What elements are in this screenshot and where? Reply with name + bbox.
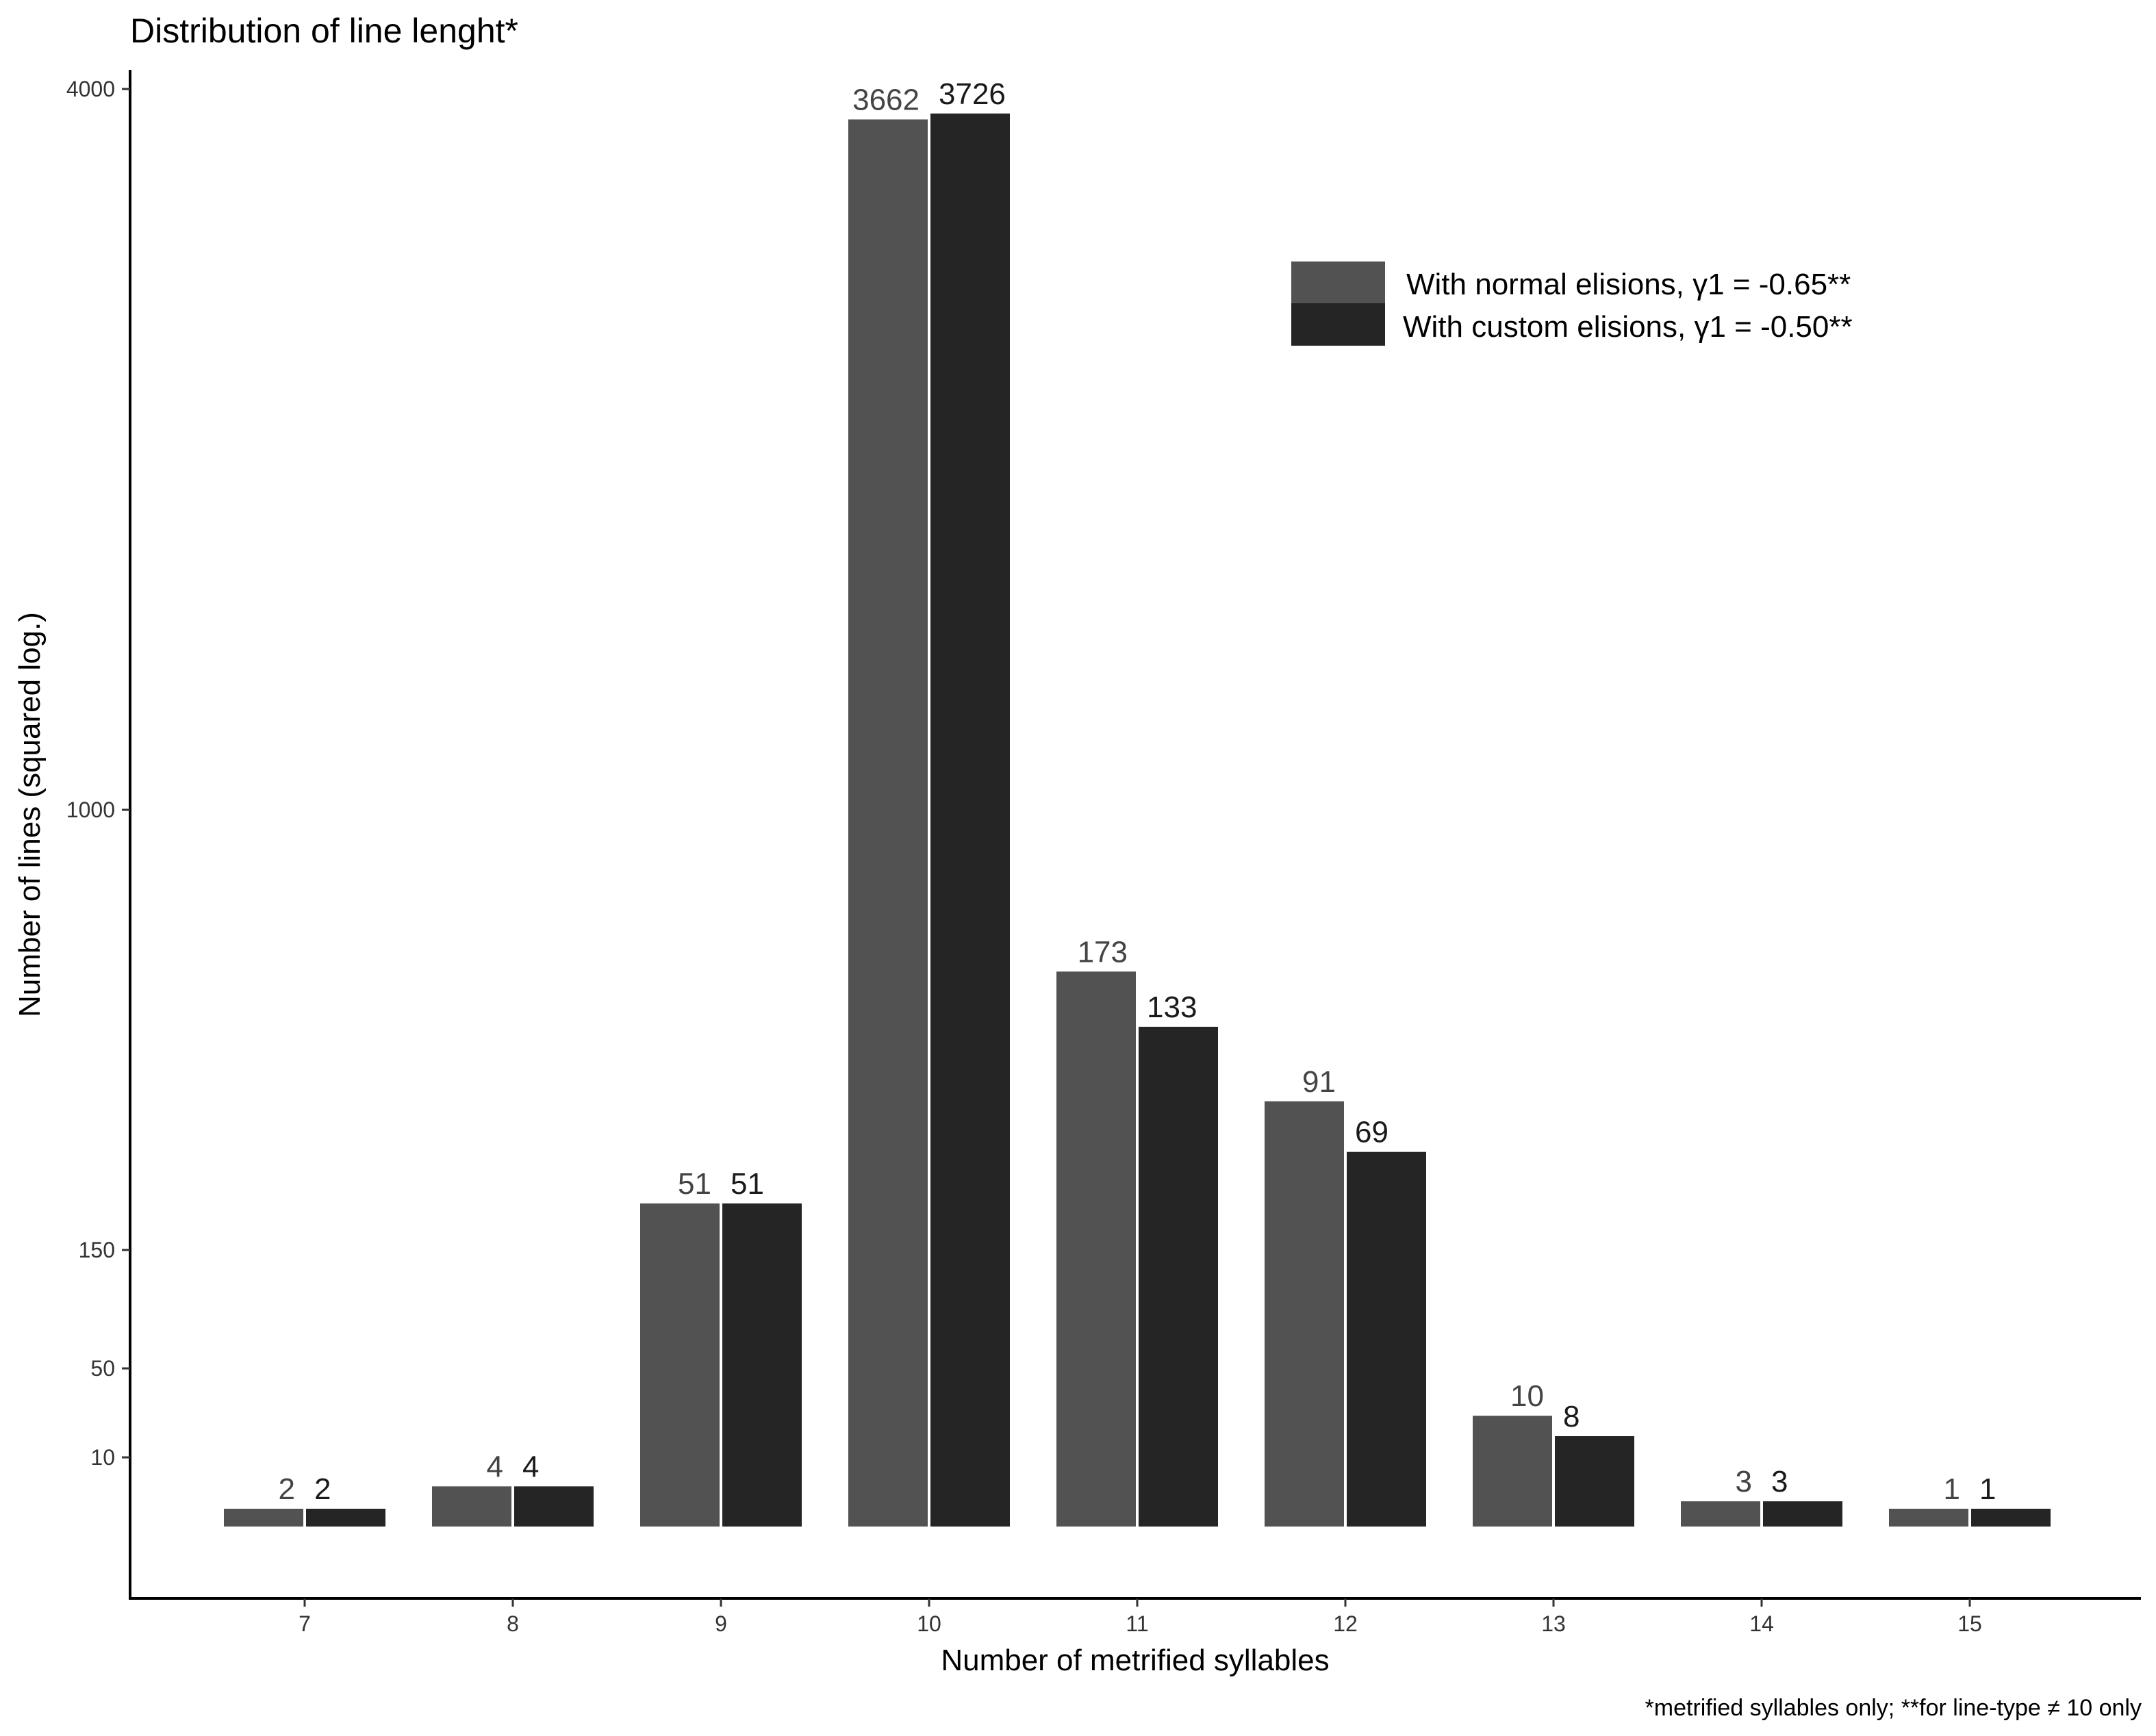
- x-tick-label-13: 13: [1541, 1611, 1566, 1636]
- y-ticks: 10 50 150 1000 4000: [66, 77, 130, 1470]
- bar-label-custom-7: 2: [314, 1472, 331, 1506]
- bar-label-custom-12: 69: [1355, 1116, 1388, 1149]
- bar-custom-14: [1763, 1501, 1842, 1527]
- bar-label-normal-14: 3: [1736, 1465, 1752, 1498]
- bar-normal-15: [1889, 1509, 1968, 1527]
- bar-label-custom-9: 51: [731, 1167, 764, 1201]
- bar-label-normal-12: 91: [1302, 1065, 1336, 1099]
- bar-normal-11: [1056, 971, 1136, 1527]
- bar-normal-10: [848, 119, 928, 1527]
- bar-custom-9: [722, 1203, 802, 1527]
- y-axis-title: Number of lines (squared log.): [13, 612, 47, 1017]
- chart-title: Distribution of line lenght*: [130, 12, 518, 50]
- y-tick-label-150: 150: [79, 1238, 115, 1262]
- bar-normal-12: [1265, 1101, 1344, 1527]
- y-axis-title-group: Number of lines (squared log.): [13, 612, 47, 1017]
- bar-label-normal-8: 4: [487, 1450, 503, 1483]
- bar-custom-11: [1139, 1026, 1218, 1527]
- x-tick-label-9: 9: [715, 1611, 727, 1636]
- y-tick-label-4000: 4000: [66, 77, 115, 101]
- bar-custom-15: [1971, 1509, 2051, 1527]
- bars: [224, 113, 2051, 1527]
- bar-label-normal-9: 51: [678, 1167, 711, 1201]
- x-tick-label-7: 7: [299, 1611, 311, 1636]
- bar-label-custom-15: 1: [1979, 1472, 1996, 1506]
- x-tick-label-12: 12: [1333, 1611, 1358, 1636]
- x-tick-label-15: 15: [1957, 1611, 1982, 1636]
- x-tick-label-11: 11: [1126, 1611, 1148, 1636]
- bar-custom-13: [1555, 1435, 1634, 1527]
- bar-custom-8: [514, 1486, 594, 1527]
- bar-label-custom-8: 4: [522, 1450, 539, 1483]
- x-tick-label-10: 10: [917, 1611, 941, 1636]
- bar-label-custom-11: 133: [1147, 991, 1197, 1024]
- y-tick-label-50: 50: [90, 1356, 115, 1381]
- legend: With normal elisions, γ1 = -0.65** With …: [1291, 261, 1853, 346]
- bar-label-normal-11: 173: [1078, 935, 1128, 969]
- legend-label-normal: With normal elisions, γ1 = -0.65**: [1406, 268, 1851, 301]
- bar-label-custom-14: 3: [1771, 1465, 1788, 1498]
- bar-normal-13: [1473, 1416, 1552, 1527]
- bar-custom-12: [1347, 1151, 1426, 1527]
- bar-normal-9: [640, 1203, 720, 1527]
- x-tick-label-14: 14: [1749, 1611, 1774, 1636]
- bar-label-normal-10: 3662: [852, 83, 920, 116]
- bar-label-normal-15: 1: [1944, 1472, 1960, 1506]
- bar-custom-10: [930, 113, 1010, 1527]
- x-ticks: 7 8 9 10 11 12 13 14 15: [299, 1598, 1982, 1636]
- x-tick-label-8: 8: [507, 1611, 519, 1636]
- bar-custom-7: [306, 1509, 385, 1527]
- bar-normal-7: [224, 1509, 303, 1527]
- bar-label-custom-10: 3726: [939, 77, 1006, 111]
- chart-caption: *metrified syllables only; **for line-ty…: [1645, 1695, 2142, 1721]
- x-axis-title: Number of metrified syllables: [941, 1644, 1329, 1677]
- y-tick-label-10: 10: [90, 1445, 115, 1470]
- bar-label-normal-7: 2: [279, 1472, 295, 1506]
- bar-labels: 2 2 4 4 51 51 3662 3726 173 133 91 69 10 8 3 3 1 1: [279, 77, 1996, 1506]
- legend-swatch-normal: [1291, 261, 1385, 303]
- bar-label-normal-13: 10: [1510, 1379, 1544, 1413]
- bar-normal-8: [432, 1486, 511, 1527]
- legend-swatch-custom: [1291, 303, 1385, 346]
- y-tick-label-1000: 1000: [66, 797, 115, 822]
- bar-label-custom-13: 8: [1563, 1400, 1580, 1433]
- legend-label-custom: With custom elisions, γ1 = -0.50**: [1403, 310, 1853, 344]
- bar-normal-14: [1681, 1501, 1760, 1527]
